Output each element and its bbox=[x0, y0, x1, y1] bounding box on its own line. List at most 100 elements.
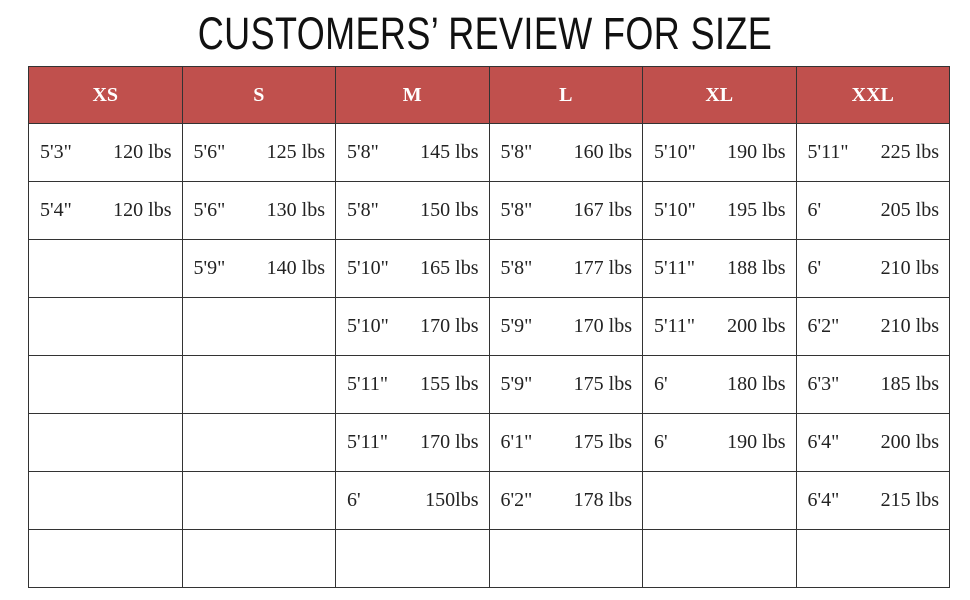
weight-value: 205 lbs bbox=[880, 199, 939, 221]
table-cell: 6'2" 178 lbs bbox=[488, 471, 643, 530]
height-value: 6' bbox=[654, 373, 668, 395]
table-cell: 5'9" 170 lbs bbox=[488, 297, 643, 356]
height-value: 5'10" bbox=[654, 141, 696, 163]
table-cell bbox=[28, 413, 183, 472]
review-entry: 5'6" 130 lbs bbox=[183, 199, 336, 222]
height-value: 6'2" bbox=[500, 489, 533, 511]
review-entry: 6' 210 lbs bbox=[797, 257, 950, 280]
weight-value: 190 lbs bbox=[727, 141, 786, 163]
table-header-row: XS S M L XL XXL bbox=[28, 66, 950, 124]
review-entry: 6' 180 lbs bbox=[643, 373, 796, 396]
review-entry: 6' 205 lbs bbox=[797, 199, 950, 222]
weight-value: 195 lbs bbox=[727, 199, 786, 221]
table-cell bbox=[795, 529, 950, 588]
weight-value: 170 lbs bbox=[573, 315, 632, 337]
size-header-xl: XL bbox=[642, 66, 797, 124]
weight-value: 175 lbs bbox=[573, 431, 632, 453]
weight-value: 177 lbs bbox=[573, 257, 632, 279]
table-cell: 5'9" 175 lbs bbox=[488, 355, 643, 414]
weight-value: 170 lbs bbox=[420, 315, 479, 337]
height-value: 6'2" bbox=[807, 315, 840, 337]
height-value: 5'11" bbox=[654, 315, 696, 337]
review-entry: 5'11" 225 lbs bbox=[797, 141, 950, 164]
review-entry: 6'4" 200 lbs bbox=[797, 431, 950, 454]
table-cell: 5'6" 125 lbs bbox=[181, 123, 336, 182]
weight-value: 140 lbs bbox=[266, 257, 325, 279]
table-cell bbox=[642, 529, 797, 588]
table-cell: 5'8" 167 lbs bbox=[488, 181, 643, 240]
review-entry: 5'11" 170 lbs bbox=[336, 431, 489, 454]
table-cell: 5'8" 177 lbs bbox=[488, 239, 643, 298]
table-cell: 5'10" 190 lbs bbox=[642, 123, 797, 182]
weight-value: 167 lbs bbox=[573, 199, 632, 221]
table-cell: 5'10" 195 lbs bbox=[642, 181, 797, 240]
review-entry: 5'9" 170 lbs bbox=[490, 315, 643, 338]
review-entry: 6'4" 215 lbs bbox=[797, 489, 950, 512]
review-entry: 5'10" 195 lbs bbox=[643, 199, 796, 222]
height-value: 5'8" bbox=[347, 141, 379, 163]
table-row: 5'4" 120 lbs 5'6" 130 lbs 5'8" 150 lbs 5'8" 167… bbox=[28, 181, 950, 240]
height-value: 5'10" bbox=[654, 199, 696, 221]
table-cell: 6'4" 215 lbs bbox=[795, 471, 950, 530]
height-value: 5'6" bbox=[193, 141, 226, 163]
weight-value: 190 lbs bbox=[727, 431, 786, 453]
height-value: 6'4" bbox=[807, 489, 840, 511]
table-cell: 5'8" 145 lbs bbox=[335, 123, 490, 182]
height-value: 5'3" bbox=[40, 141, 72, 163]
table-cell: 6'4" 200 lbs bbox=[795, 413, 950, 472]
review-entry: 5'8" 150 lbs bbox=[336, 199, 489, 222]
weight-value: 215 lbs bbox=[880, 489, 939, 511]
weight-value: 170 lbs bbox=[420, 431, 479, 453]
table-cell: 5'9" 140 lbs bbox=[181, 239, 336, 298]
height-value: 6' bbox=[807, 257, 822, 279]
height-value: 5'9" bbox=[500, 373, 533, 395]
table-cell: 6' 150lbs bbox=[335, 471, 490, 530]
table-cell: 5'8" 150 lbs bbox=[335, 181, 490, 240]
table-cell bbox=[181, 529, 336, 588]
height-value: 6'4" bbox=[807, 431, 840, 453]
table-cell: 5'10" 170 lbs bbox=[335, 297, 490, 356]
review-entry: 6'3" 185 lbs bbox=[797, 373, 950, 396]
review-entry: 6'2" 178 lbs bbox=[490, 489, 643, 512]
weight-value: 130 lbs bbox=[266, 199, 325, 221]
size-header-xs: XS bbox=[28, 66, 183, 124]
weight-value: 150lbs bbox=[425, 489, 479, 511]
weight-value: 120 lbs bbox=[113, 141, 172, 163]
height-value: 5'11" bbox=[807, 141, 849, 163]
review-entry: 5'3" 120 lbs bbox=[29, 141, 182, 164]
size-header-s: S bbox=[181, 66, 336, 124]
review-entry: 5'8" 167 lbs bbox=[490, 199, 643, 222]
weight-value: 200 lbs bbox=[727, 315, 786, 337]
table-row: 5'11" 155 lbs 5'9" 175 lbs 6' 180 lbs 6'3" 185 … bbox=[28, 355, 950, 414]
table-cell: 6' 205 lbs bbox=[795, 181, 950, 240]
review-entry: 5'4" 120 lbs bbox=[29, 199, 182, 222]
table-cell: 5'8" 160 lbs bbox=[488, 123, 643, 182]
table-cell bbox=[335, 529, 490, 588]
height-value: 5'9" bbox=[193, 257, 226, 279]
table-cell: 5'6" 130 lbs bbox=[181, 181, 336, 240]
review-entry: 6' 190 lbs bbox=[643, 431, 796, 454]
weight-value: 210 lbs bbox=[880, 315, 939, 337]
height-value: 5'11" bbox=[347, 431, 389, 453]
table-cell: 5'11" 225 lbs bbox=[795, 123, 950, 182]
table-row: 5'11" 170 lbs 6'1" 175 lbs 6' 190 lbs 6'4" 200 … bbox=[28, 413, 950, 472]
table-cell bbox=[488, 529, 643, 588]
size-header-m: M bbox=[335, 66, 490, 124]
weight-value: 225 lbs bbox=[880, 141, 939, 163]
weight-value: 145 lbs bbox=[420, 141, 479, 163]
review-entry: 5'8" 177 lbs bbox=[490, 257, 643, 280]
review-entry: 5'11" 188 lbs bbox=[643, 257, 796, 280]
weight-value: 160 lbs bbox=[573, 141, 632, 163]
table-cell: 6'1" 175 lbs bbox=[488, 413, 643, 472]
height-value: 5'8" bbox=[500, 257, 533, 279]
table-cell: 5'3" 120 lbs bbox=[28, 123, 183, 182]
weight-value: 155 lbs bbox=[420, 373, 479, 395]
table-cell bbox=[28, 355, 183, 414]
table-cell bbox=[642, 471, 797, 530]
table-cell: 5'11" 155 lbs bbox=[335, 355, 490, 414]
review-entry: 5'9" 140 lbs bbox=[183, 257, 336, 280]
weight-value: 120 lbs bbox=[113, 199, 172, 221]
review-entry: 5'11" 200 lbs bbox=[643, 315, 796, 338]
review-entry: 5'10" 165 lbs bbox=[336, 257, 489, 280]
weight-value: 185 lbs bbox=[880, 373, 939, 395]
